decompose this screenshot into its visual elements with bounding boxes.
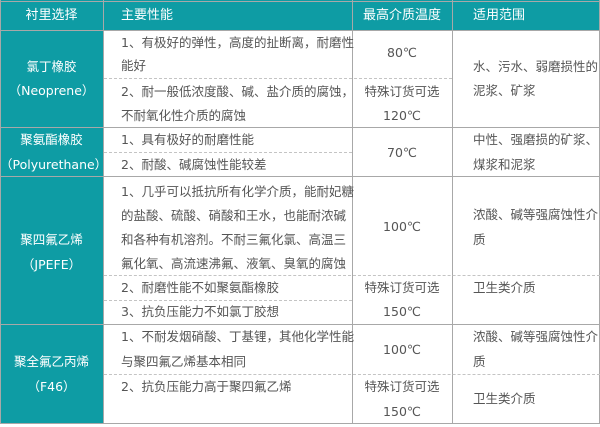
- dashed-divider: [104, 275, 600, 276]
- max-temperature: 特殊订货可选: [364, 280, 440, 295]
- row-divider: [0, 423, 600, 424]
- application-scope: 泥浆、矿浆: [473, 83, 536, 98]
- table-top-border: [0, 1, 600, 2]
- property-line: 能好: [121, 58, 147, 73]
- max-temperature: 特殊订货可选: [364, 84, 440, 99]
- header-cell: 最高介质温度: [362, 8, 441, 23]
- material-column-bg: [0, 30, 103, 424]
- row-divider: [0, 176, 600, 177]
- property-line: 氟化氧、高流速沸氟、液氧、臭氧的腐蚀: [121, 256, 347, 271]
- material-name: （Neoprene）: [8, 83, 95, 98]
- property-line: 1、具有极好的耐磨性能: [121, 132, 254, 147]
- application-scope: 质: [473, 354, 486, 369]
- material-name: 氯丁橡胶: [26, 59, 77, 74]
- max-temperature: 80℃: [387, 45, 417, 60]
- application-scope: 中性、强磨损的矿浆、: [473, 132, 599, 147]
- property-line: 与聚四氟乙烯基本相同: [121, 354, 247, 369]
- application-scope: 煤浆和泥浆: [473, 157, 536, 172]
- application-scope: 质: [473, 232, 486, 247]
- column-divider: [452, 0, 453, 424]
- column-divider: [0, 0, 1, 424]
- property-line: 和各种有机溶剂。不耐三氟化氯、高温三: [121, 232, 347, 247]
- property-line: 2、耐一般低浓度酸、碱、盐介质的腐蚀，: [121, 84, 354, 99]
- row-divider: [0, 324, 600, 325]
- header-cell: 衬里选择: [25, 8, 78, 23]
- application-scope: 卫生类介质: [473, 280, 536, 295]
- material-name: 聚氨酯橡胶: [20, 132, 83, 147]
- property-line: 2、抗负压能力高于聚四氟乙烯: [121, 379, 292, 394]
- property-line: 1、几乎可以抵抗所有化学介质，能耐妃糖: [121, 184, 354, 199]
- property-line: 的盐酸、硫酸、硝酸和王水，也能耐浓碱: [121, 208, 347, 223]
- column-divider: [352, 0, 353, 424]
- row-divider: [0, 30, 600, 31]
- dashed-divider: [104, 152, 352, 153]
- max-temperature: 70℃: [387, 145, 417, 160]
- material-name: （JPEFE）: [21, 257, 82, 272]
- dashed-divider: [104, 78, 452, 79]
- column-divider: [103, 0, 104, 424]
- property-line: 3、抗负压能力不如氯丁胶想: [121, 304, 279, 319]
- max-temperature: 特殊订货可选: [364, 379, 440, 394]
- header-cell: 主要性能: [121, 8, 174, 23]
- material-name: 聚全氟乙丙烯: [13, 354, 89, 369]
- table-header-bg: [0, 0, 600, 30]
- property-line: 1、有极好的弹性，高度的扯断离，耐磨性: [121, 35, 354, 50]
- material-name: （Polyurethane）: [0, 157, 108, 172]
- property-line: 2、耐酸、碱腐蚀性能较差: [121, 157, 267, 172]
- dashed-divider: [104, 300, 352, 301]
- max-temperature: 120℃: [383, 108, 421, 123]
- max-temperature: 150℃: [383, 304, 421, 319]
- row-divider: [0, 127, 600, 128]
- header-cell: 适用范围: [473, 8, 526, 23]
- property-line: 不耐氧化性介质的腐蚀: [121, 108, 247, 123]
- application-scope: 浓酸、碱等强腐蚀性介: [473, 329, 599, 344]
- max-temperature: 150℃: [383, 404, 421, 419]
- application-scope: 水、污水、弱磨损性的: [473, 59, 599, 74]
- property-line: 2、耐磨性能不如聚氨酯橡胶: [121, 280, 279, 295]
- application-scope: 卫生类介质: [473, 391, 536, 406]
- max-temperature: 100℃: [383, 219, 421, 234]
- material-name: 聚四氟乙烯: [20, 232, 83, 247]
- application-scope: 浓酸、碱等强腐蚀性介: [473, 207, 599, 222]
- dashed-divider: [104, 374, 600, 375]
- material-name: （F46）: [27, 379, 76, 394]
- max-temperature: 100℃: [383, 342, 421, 357]
- property-line: 1、不耐发烟硝酸、丁基锂，其他化学性能: [121, 329, 354, 344]
